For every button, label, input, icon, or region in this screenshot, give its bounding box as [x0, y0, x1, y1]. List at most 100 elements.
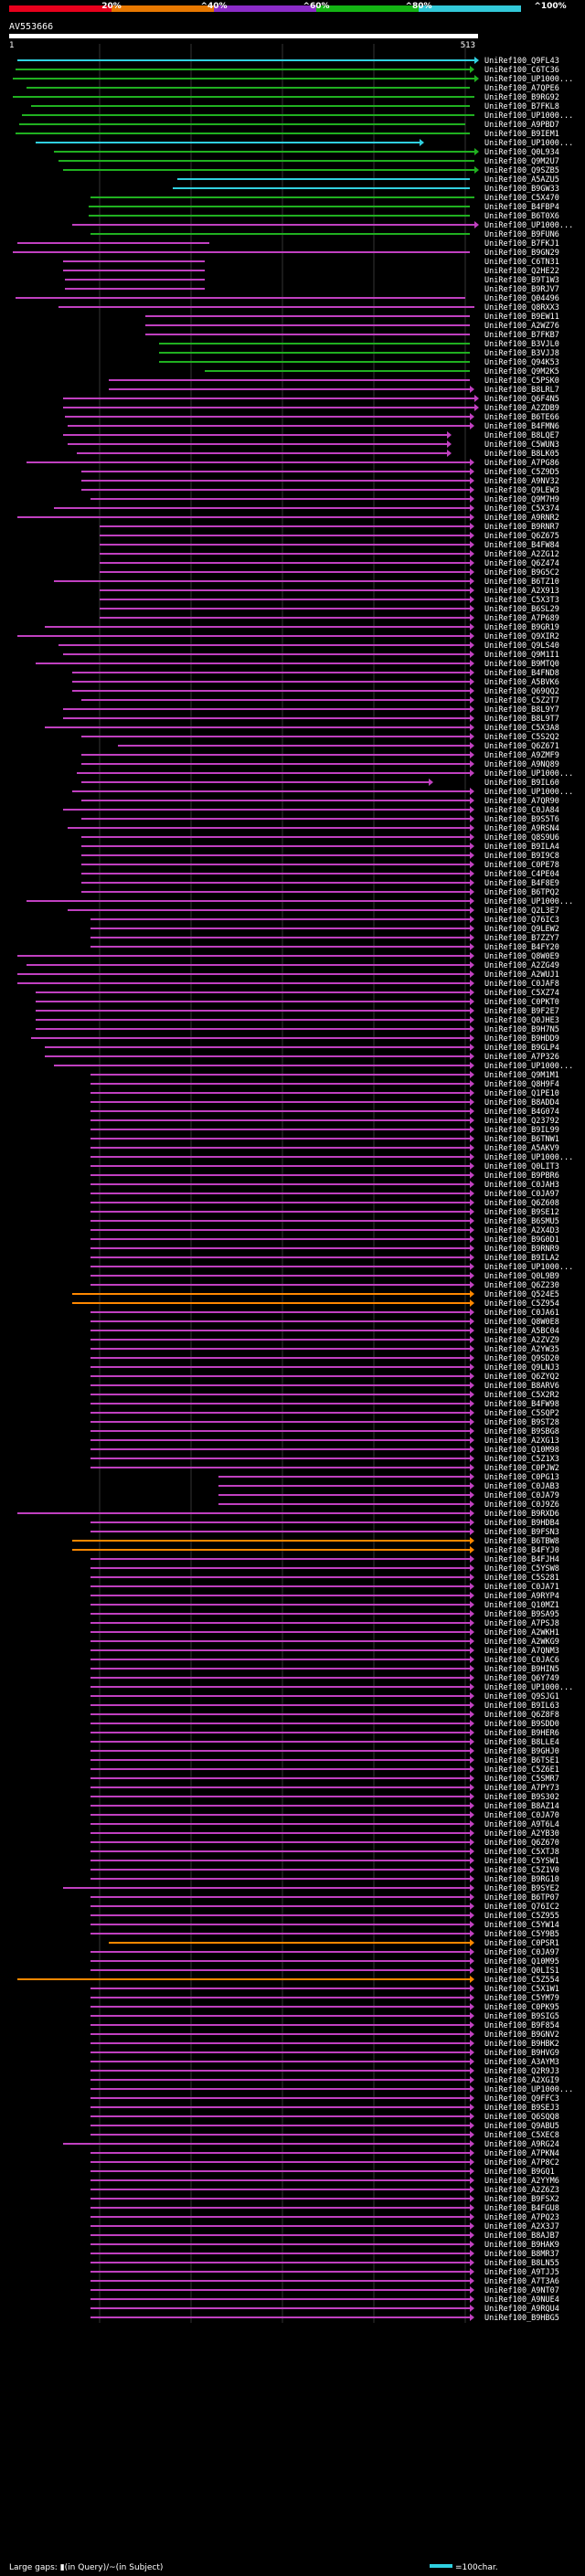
hit-label[interactable]: UniRef100_A7PY73 [484, 1784, 559, 1793]
hit-label[interactable]: UniRef100_A2WKG9 [484, 1638, 559, 1647]
hit-label[interactable]: UniRef100_B9SEJ3 [484, 2104, 559, 2113]
hit-label[interactable]: UniRef100_B6TNW1 [484, 1135, 559, 1144]
hit-label[interactable]: UniRef100_C0JA97 [484, 1948, 559, 1957]
hit-label[interactable]: UniRef100_A2YYM6 [484, 2177, 559, 2186]
hit-label[interactable]: UniRef100_B7FKL8 [484, 102, 559, 111]
hit-label[interactable]: UniRef100_B9PBR6 [484, 1171, 559, 1181]
hit-label[interactable]: UniRef100_C5YSW1 [484, 1857, 559, 1866]
hit-label[interactable]: UniRef100_Q9M7H9 [484, 495, 559, 504]
hit-label[interactable]: UniRef100_Q9M2K5 [484, 367, 559, 376]
hit-label[interactable]: UniRef100_Q6Z474 [484, 559, 559, 568]
hit-label[interactable]: UniRef100_A7P326 [484, 1053, 559, 1062]
hit-label[interactable]: UniRef100_Q0L934 [484, 148, 559, 157]
hit-label[interactable]: UniRef100_C0PK95 [484, 2003, 559, 2012]
hit-label[interactable]: UniRef100_B6T0X6 [484, 212, 559, 221]
hit-label[interactable]: UniRef100_B8LK05 [484, 450, 559, 459]
hit-label[interactable]: UniRef100_C5Z1X3 [484, 1455, 559, 1464]
hit-label[interactable]: UniRef100_Q9FL43 [484, 57, 559, 66]
hit-label[interactable]: UniRef100_A2ZG12 [484, 550, 559, 559]
hit-label[interactable]: UniRef100_Q9SZB5 [484, 166, 559, 175]
hit-label[interactable]: UniRef100_B4FMN6 [484, 422, 559, 431]
hit-label[interactable]: UniRef100_C0PJW2 [484, 1464, 559, 1473]
hit-label[interactable]: UniRef100_B4F8E9 [484, 879, 559, 888]
hit-label[interactable]: UniRef100_C5Z955 [484, 1912, 559, 1921]
hit-label[interactable]: UniRef100_B6TBW8 [484, 1537, 559, 1546]
hit-label[interactable]: UniRef100_B4FYJ0 [484, 1546, 559, 1555]
hit-label[interactable]: UniRef100_C0JA79 [484, 1491, 559, 1500]
hit-label[interactable]: UniRef100_A9NQ89 [484, 760, 559, 769]
hit-label[interactable]: UniRef100_Q8RXX3 [484, 303, 559, 313]
hit-label[interactable]: UniRef100_B9ILA4 [484, 843, 559, 852]
hit-label[interactable]: UniRef100_A7QPE6 [484, 84, 559, 93]
hit-label[interactable]: UniRef100_C5X470 [484, 194, 559, 203]
hit-label[interactable]: UniRef100_A2ZG49 [484, 961, 559, 970]
hit-label[interactable]: UniRef100_B9G5C2 [484, 568, 559, 578]
hit-label[interactable]: UniRef100_B9I9C8 [484, 852, 559, 861]
hit-label[interactable]: UniRef100_B9RG92 [484, 93, 559, 102]
hit-label[interactable]: UniRef100_B9GHJ0 [484, 1747, 559, 1756]
hit-label[interactable]: UniRef100_A2WZ76 [484, 322, 559, 331]
hit-label[interactable]: UniRef100_B3VJL0 [484, 340, 559, 349]
hit-label[interactable]: UniRef100_B9GLP4 [484, 1044, 559, 1053]
hit-label[interactable]: UniRef100_B9ST28 [484, 1418, 559, 1427]
hit-label[interactable]: UniRef100_Q69QQ2 [484, 687, 559, 696]
hit-label[interactable]: UniRef100_A9RQU4 [484, 2305, 559, 2314]
hit-label[interactable]: UniRef100_UP1000... [484, 75, 573, 84]
hit-label[interactable]: UniRef100_UP1000... [484, 1062, 573, 1071]
hit-label[interactable]: UniRef100_B4FJH4 [484, 1555, 559, 1564]
hit-label[interactable]: UniRef100_B9SDD0 [484, 1720, 559, 1729]
hit-label[interactable]: UniRef100_B9HER6 [484, 1729, 559, 1738]
hit-label[interactable]: UniRef100_C5Y9B5 [484, 1930, 559, 1939]
hit-label[interactable]: UniRef100_B9RJV7 [484, 285, 559, 294]
hit-label[interactable]: UniRef100_C0JA97 [484, 1190, 559, 1199]
hit-label[interactable]: UniRef100_A2YB30 [484, 1829, 559, 1839]
hit-label[interactable]: UniRef100_B4FW84 [484, 541, 559, 550]
hit-label[interactable]: UniRef100_A2X3J7 [484, 2222, 559, 2231]
hit-label[interactable]: UniRef100_A9NUE4 [484, 2295, 559, 2305]
hit-label[interactable]: UniRef100_B9FSN3 [484, 1528, 559, 1537]
hit-label[interactable]: UniRef100_B9IL99 [484, 1126, 559, 1135]
hit-label[interactable]: UniRef100_B9F854 [484, 2021, 559, 2030]
hit-label[interactable]: UniRef100_Q9SD20 [484, 1354, 559, 1363]
hit-label[interactable]: UniRef100_C5Z2T7 [484, 696, 559, 705]
hit-label[interactable]: UniRef100_A9PBD7 [484, 121, 559, 130]
hit-label[interactable]: UniRef100_A2ZVZ9 [484, 1336, 559, 1345]
hit-label[interactable]: UniRef100_Q10M95 [484, 1957, 559, 1966]
hit-label[interactable]: UniRef100_UP1000... [484, 2085, 573, 2094]
hit-label[interactable]: UniRef100_A7P689 [484, 614, 559, 623]
hit-label[interactable]: UniRef100_B9GQ1 [484, 2168, 555, 2177]
hit-label[interactable]: UniRef100_B9IL63 [484, 1701, 559, 1711]
hit-label[interactable]: UniRef100_C5X3A8 [484, 724, 559, 733]
hit-label[interactable]: UniRef100_C5X3T3 [484, 596, 559, 605]
hit-label[interactable]: UniRef100_A9RSN4 [484, 824, 559, 833]
hit-label[interactable]: UniRef100_B9HDB4 [484, 1519, 559, 1528]
hit-label[interactable]: UniRef100_C0J9Z6 [484, 1500, 559, 1510]
hit-label[interactable]: UniRef100_B4FGU8 [484, 2204, 559, 2213]
hit-label[interactable]: UniRef100_A9RNR2 [484, 514, 559, 523]
hit-label[interactable]: UniRef100_Q6Z670 [484, 1839, 559, 1848]
hit-label[interactable]: UniRef100_Q6Z230 [484, 1281, 559, 1290]
hit-label[interactable]: UniRef100_C5XTJ8 [484, 1848, 559, 1857]
hit-label[interactable]: UniRef100_B8AZ14 [484, 1802, 559, 1811]
hit-label[interactable]: UniRef100_A9RG24 [484, 2140, 559, 2149]
hit-label[interactable]: UniRef100_Q6Z671 [484, 742, 559, 751]
hit-label[interactable]: UniRef100_C5S2Q2 [484, 733, 559, 742]
hit-label[interactable]: UniRef100_B9H7N5 [484, 1025, 559, 1034]
hit-label[interactable]: UniRef100_C0JAH3 [484, 1181, 559, 1190]
hit-label[interactable]: UniRef100_B9HAK9 [484, 2241, 559, 2250]
hit-label[interactable]: UniRef100_Q8S9U6 [484, 833, 559, 843]
hit-label[interactable]: UniRef100_Q9FFC3 [484, 2094, 559, 2104]
hit-label[interactable]: UniRef100_A2X4D3 [484, 1226, 559, 1235]
hit-label[interactable]: UniRef100_B9SBG8 [484, 1427, 559, 1436]
hit-label[interactable]: UniRef100_A9T6L4 [484, 1820, 559, 1829]
hit-label[interactable]: UniRef100_C0JAC6 [484, 1656, 559, 1665]
hit-label[interactable]: UniRef100_A2XGI9 [484, 2076, 559, 2085]
hit-label[interactable]: UniRef100_A5AKV9 [484, 1144, 559, 1153]
hit-label[interactable]: UniRef100_B9SYE2 [484, 1884, 559, 1893]
hit-label[interactable]: UniRef100_C5YM79 [484, 1994, 559, 2003]
hit-label[interactable]: UniRef100_Q524E5 [484, 1290, 559, 1299]
hit-label[interactable]: UniRef100_B9S5T6 [484, 815, 559, 824]
hit-label[interactable]: UniRef100_B9IEM1 [484, 130, 559, 139]
hit-label[interactable]: UniRef100_B8LN55 [484, 2259, 559, 2268]
hit-label[interactable]: UniRef100_B3VJJ8 [484, 349, 559, 358]
